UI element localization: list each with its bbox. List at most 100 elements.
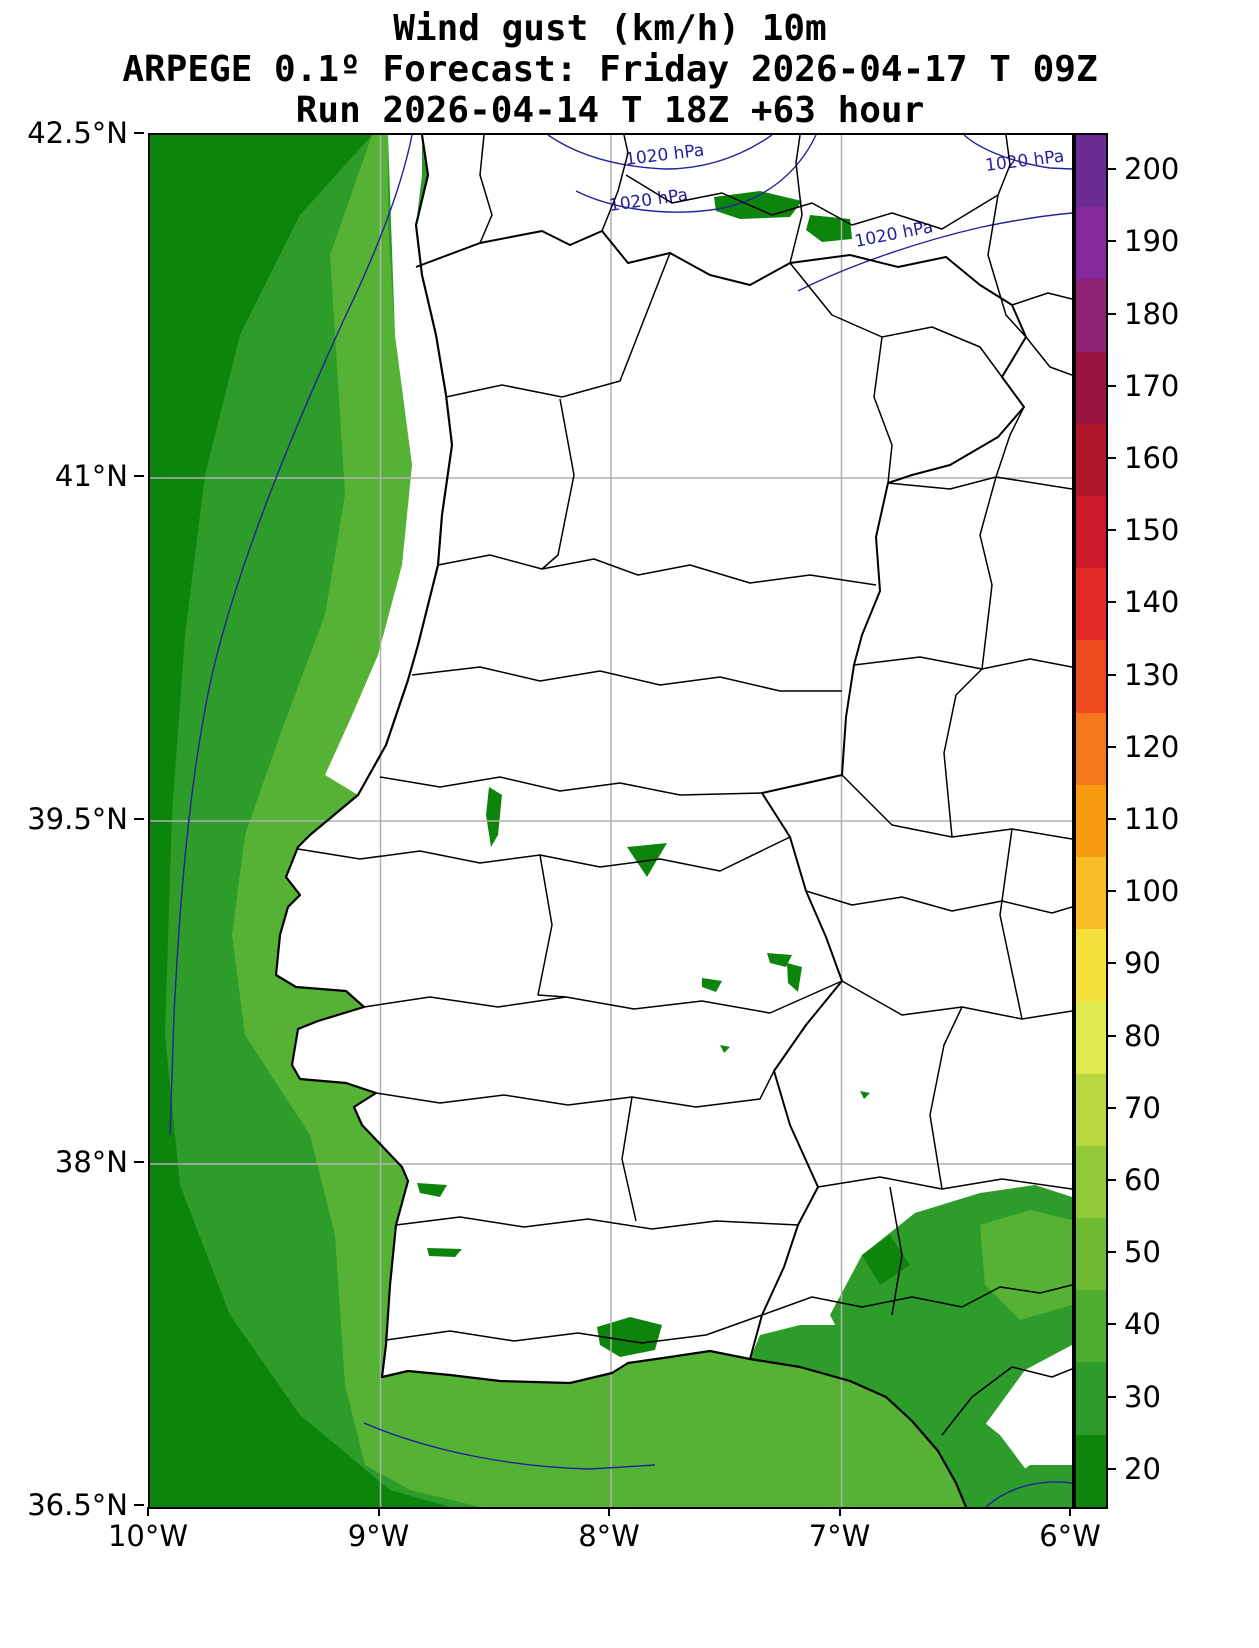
colorbar-tick-label: 80	[1124, 1018, 1161, 1053]
colorbar-tick-mark	[1108, 312, 1116, 315]
lon-tick-label: 7°W	[808, 1519, 871, 1553]
colorbar-tick-mark	[1108, 673, 1116, 676]
colorbar-tick-label: 140	[1124, 585, 1180, 620]
lat-tick-label: 36.5°N	[27, 1488, 128, 1522]
isobar-line	[547, 135, 773, 170]
colorbar-segment	[1076, 712, 1106, 785]
colorbar-tick-label: 200	[1124, 152, 1180, 187]
lon-tick-mark	[838, 1507, 841, 1516]
isobar-line	[797, 212, 1072, 292]
colorbar-tick-mark	[1108, 1034, 1116, 1037]
colorbar-segment	[1076, 1434, 1106, 1507]
lat-tick-label: 38°N	[54, 1145, 128, 1179]
lat-tick-label: 42.5°N	[27, 116, 128, 150]
colorbar-tick-mark	[1108, 962, 1116, 965]
colorbar-tick-label: 50	[1124, 1235, 1161, 1270]
colorbar-tick-label: 150	[1124, 513, 1180, 548]
lon-tick-mark	[377, 1507, 380, 1516]
colorbar-tick-label: 70	[1124, 1090, 1161, 1125]
title-line-3: Run 2026-04-14 T 18Z +63 hour	[295, 90, 925, 131]
colorbar-tick-mark	[1108, 1251, 1116, 1254]
colorbar-tick-label: 110	[1124, 802, 1180, 836]
colorbar-segment	[1076, 1073, 1106, 1146]
colorbar-segment	[1076, 929, 1106, 1002]
colorbar	[1074, 133, 1108, 1509]
lat-tick-mark	[134, 132, 144, 134]
lon-tick-label: 10°W	[107, 1519, 189, 1553]
lon-tick-label: 6°W	[1039, 1519, 1101, 1553]
colorbar-segment	[1076, 351, 1106, 424]
lon-axis: 10°W 9°W 8°W 7°W 6°W	[108, 1507, 1101, 1567]
title-line-2: ARPEGE 0.1º Forecast: Friday 2026-04-17 …	[122, 49, 1098, 90]
lon-tick-mark	[147, 1507, 149, 1516]
colorbar-tick-mark	[1108, 384, 1116, 387]
lat-tick-mark	[134, 818, 144, 820]
lon-tick-mark	[608, 1507, 610, 1516]
colorbar-tick-mark	[1108, 1179, 1116, 1182]
gridlines	[150, 135, 1072, 1507]
isobar-label: 1020 hPa	[984, 146, 1065, 176]
colorbar-tick-label: 20	[1124, 1451, 1161, 1486]
colorbar-segment	[1076, 1290, 1106, 1363]
lat-tick-mark	[134, 1504, 144, 1506]
colorbar-tick-label: 190	[1124, 224, 1180, 259]
lon-tick-mark	[1069, 1507, 1071, 1516]
colorbar-segment	[1076, 1218, 1106, 1291]
colorbar-tick-label: 40	[1124, 1307, 1161, 1342]
title-line-1: Wind gust (km/h) 10m	[393, 8, 827, 49]
colorbar-tick-mark	[1108, 818, 1116, 820]
colorbar-tick-label: 100	[1124, 874, 1180, 909]
boundaries	[274, 135, 1072, 1507]
colorbar-ticks: 200 190 180 170 160 150 140 130 120 110 100 90 80 70 6…	[1108, 133, 1248, 1505]
colorbar-segment	[1076, 568, 1106, 641]
colorbar-tick-mark	[1108, 240, 1116, 243]
colorbar-segment	[1076, 857, 1106, 930]
colorbar-segment	[1076, 1362, 1106, 1435]
colorbar-tick-label: 90	[1124, 946, 1161, 981]
colorbar-tick-label: 120	[1124, 729, 1180, 764]
colorbar-tick-mark	[1108, 1106, 1116, 1109]
colorbar-segment	[1076, 423, 1106, 497]
colorbar-segment	[1076, 207, 1106, 280]
lat-tick-mark	[134, 475, 144, 477]
isobar-line	[169, 135, 413, 1136]
colorbar-tick-label: 170	[1124, 368, 1180, 403]
plot-title: Wind gust (km/h) 10m ARPEGE 0.1º Forecas…	[0, 8, 1220, 131]
coastline	[274, 135, 968, 1507]
lon-tick-label: 9°W	[347, 1519, 410, 1553]
lat-axis: 42.5°N 41°N 39.5°N 38°N 36.5°N	[0, 116, 146, 1522]
colorbar-segment	[1076, 135, 1106, 208]
isobar-line	[963, 135, 1072, 170]
isobar-line	[985, 1481, 1072, 1507]
colorbar-tick-mark	[1108, 890, 1116, 893]
lon-tick-label: 8°W	[578, 1519, 640, 1553]
colorbar-tick-mark	[1108, 168, 1116, 171]
colorbar-tick-mark	[1108, 601, 1116, 604]
colorbar-tick-mark	[1108, 1395, 1116, 1398]
colorbar-tick-label: 30	[1124, 1379, 1161, 1414]
colorbar-tick-mark	[1108, 1467, 1116, 1470]
colorbar-segment	[1076, 1145, 1106, 1219]
isobars: 1020 hPa 1020 hPa 1020 hPa 1020 hPa	[169, 135, 1072, 1507]
colorbar-tick-mark	[1108, 529, 1116, 532]
lat-tick-label: 39.5°N	[27, 802, 128, 836]
colorbar-tick-mark	[1108, 745, 1116, 748]
colorbar-tick-mark	[1108, 1323, 1116, 1326]
colorbar-segment	[1076, 784, 1106, 858]
isobar-line	[363, 1422, 656, 1470]
country-border	[415, 230, 1027, 1360]
colorbar-tick-label: 180	[1124, 296, 1180, 331]
colorbar-tick-label: 130	[1124, 657, 1180, 692]
colorbar-tick-label: 60	[1124, 1163, 1161, 1198]
map-frame: 1020 hPa 1020 hPa 1020 hPa 1020 hPa	[148, 133, 1074, 1509]
map-svg: 1020 hPa 1020 hPa 1020 hPa 1020 hPa	[150, 135, 1072, 1507]
lat-tick-label: 41°N	[54, 459, 128, 493]
lat-tick-mark	[134, 1161, 144, 1163]
colorbar-tick-mark	[1108, 456, 1116, 459]
colorbar-tick-label: 160	[1124, 440, 1180, 475]
colorbar-segment	[1076, 279, 1106, 352]
colorbar-segment	[1076, 1001, 1106, 1074]
isobar-label: 1020 hPa	[624, 140, 705, 170]
colorbar-segment	[1076, 640, 1106, 713]
